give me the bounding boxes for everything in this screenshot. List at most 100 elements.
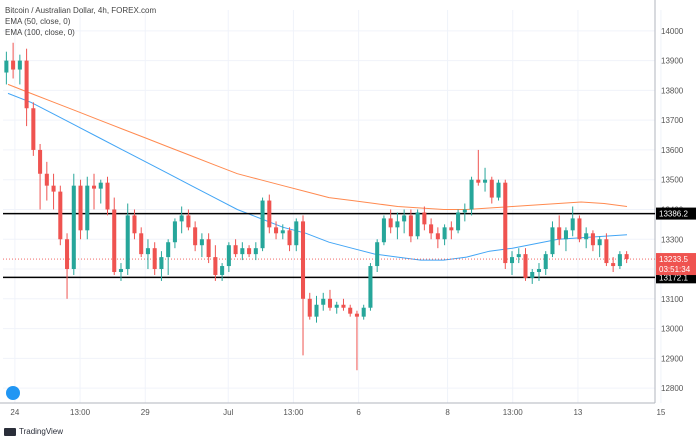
candle-body	[516, 254, 521, 258]
candle-body	[274, 227, 279, 234]
candle-body	[105, 182, 110, 210]
candle-body	[334, 304, 339, 308]
candle-body	[78, 185, 83, 231]
candle-body	[280, 230, 285, 234]
candle-body	[550, 227, 555, 255]
candle-body	[469, 179, 474, 210]
candle-body	[307, 298, 312, 317]
candle-body	[145, 248, 150, 255]
x-tick-label: 13:00	[283, 408, 304, 417]
y-tick-label: 13000	[661, 325, 684, 334]
candle-body	[213, 257, 218, 275]
brand-label: TradingView	[19, 427, 64, 436]
candle-body	[590, 233, 595, 246]
candle-body	[563, 230, 568, 240]
candle-body	[85, 185, 90, 231]
candle-body	[58, 191, 63, 240]
candle-body	[624, 254, 629, 260]
candle-body	[247, 248, 252, 255]
candle-body	[429, 224, 434, 234]
candle-body	[240, 248, 245, 255]
candle-body	[65, 239, 70, 270]
ema100-line	[7, 83, 628, 210]
candle-body	[354, 313, 359, 317]
candle-body	[435, 233, 440, 240]
candle-body	[462, 209, 467, 213]
candle-body	[557, 227, 562, 240]
candle-body	[267, 200, 272, 228]
x-tick-label: 15	[656, 408, 665, 417]
candle-body	[348, 307, 353, 314]
x-tick-label: 8	[445, 408, 450, 417]
candle-body	[442, 227, 447, 240]
candle-body	[300, 221, 306, 299]
y-tick-label: 14000	[661, 27, 684, 36]
last-price-tag	[656, 253, 696, 276]
level-price-label: 13386.2	[659, 210, 688, 219]
candle-body	[253, 248, 258, 255]
candle-body	[341, 304, 346, 308]
level-price-label: 13172.1	[659, 273, 688, 282]
last-price-label: 13233.5	[659, 255, 688, 264]
y-tick-label: 13700	[661, 116, 684, 125]
x-tick-label: 13:00	[503, 408, 524, 417]
x-tick-label: 13	[573, 408, 582, 417]
candle-body	[139, 233, 144, 255]
candle-body	[125, 215, 130, 270]
candle-body	[24, 60, 29, 109]
y-tick-label: 13600	[661, 146, 684, 155]
candle-body	[132, 215, 137, 234]
ema50-legend: EMA (50, close, 0)	[5, 17, 71, 26]
x-tick-label: 29	[141, 408, 150, 417]
candle-body	[327, 298, 333, 308]
candle-body	[226, 245, 231, 267]
candle-body	[112, 209, 117, 272]
candle-body	[31, 108, 36, 150]
cloud-icon[interactable]	[6, 386, 20, 400]
x-tick-label: 24	[10, 408, 19, 417]
candle-body	[617, 254, 622, 267]
candle-body	[523, 254, 528, 278]
candle-body	[395, 221, 400, 228]
candle-body	[199, 239, 204, 246]
level-price-tag	[656, 207, 696, 220]
candle-body	[4, 60, 9, 73]
y-tick-label: 13800	[661, 86, 684, 95]
ema100-legend: EMA (100, close, 0)	[5, 28, 75, 37]
candle-body	[152, 248, 157, 270]
candle-body	[496, 182, 501, 198]
candle-body	[159, 257, 164, 270]
candle-body	[71, 185, 76, 270]
y-tick-label: 13100	[661, 295, 684, 304]
candle-body	[489, 179, 494, 198]
candle-body	[604, 239, 609, 264]
candle-body	[415, 212, 420, 237]
y-tick-label: 12800	[661, 384, 684, 393]
candle-body	[543, 254, 548, 270]
candle-body	[509, 257, 515, 264]
candle-body	[91, 185, 97, 189]
candle-body	[17, 60, 22, 70]
candle-body	[51, 185, 56, 192]
candle-body	[388, 218, 393, 228]
candle-body	[456, 212, 461, 231]
candle-body	[287, 230, 292, 246]
candle-body	[193, 227, 198, 246]
chart-legend: Bitcoin / Australian Dollar, 4h, FOREX.c…	[5, 5, 156, 38]
candle-body	[402, 215, 407, 222]
candle-body	[449, 227, 454, 231]
candle-body	[375, 242, 380, 267]
candle-body	[294, 221, 299, 246]
candle-body	[368, 266, 373, 308]
y-tick-label: 12900	[661, 354, 684, 363]
candle-body	[44, 173, 49, 186]
candle-body	[11, 60, 16, 70]
candle-body	[422, 212, 427, 225]
candle-body	[577, 218, 582, 240]
candle-body	[186, 215, 191, 228]
candle-body	[536, 269, 542, 272]
tradingview-logo-icon	[4, 427, 16, 436]
candle-body	[530, 272, 535, 278]
candle-body	[483, 179, 488, 183]
